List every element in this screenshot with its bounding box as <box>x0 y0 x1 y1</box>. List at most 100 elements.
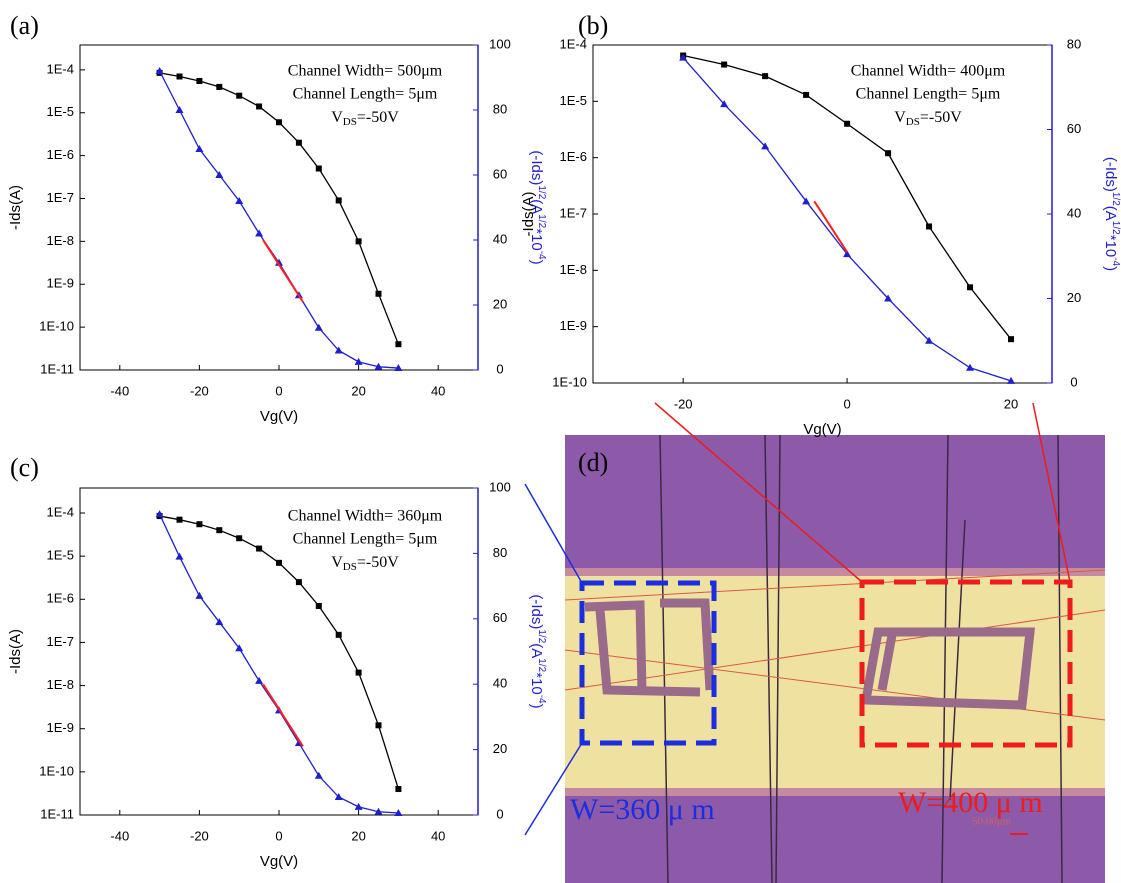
subscript: DS <box>343 561 357 573</box>
marker <box>315 602 322 609</box>
blue-dashed-box <box>579 580 717 746</box>
chart: -20 0 20 1E-10 1E-9 1E-8 1E-7 1E-6 1E-5 1E-4 0 20 40… <box>520 11 1121 438</box>
marker <box>395 786 402 793</box>
y-tick-label: 1E-9 <box>47 276 74 291</box>
annotation-part: =-50V <box>920 109 962 126</box>
marker <box>334 793 343 801</box>
label-part: (-Ids) <box>1102 157 1119 192</box>
y-tick-label: 1E-8 <box>47 677 74 692</box>
y-tick-label: 1E-11 <box>40 806 74 821</box>
marker <box>802 197 811 205</box>
label-part: ) <box>528 260 545 265</box>
x-tick-label: 20 <box>351 828 365 843</box>
y-tick-label: 1E-8 <box>560 262 587 277</box>
panel-label: (c) <box>10 453 39 482</box>
y-tick-label: 1E-5 <box>47 548 74 563</box>
y2-tick-label: 80 <box>493 101 507 116</box>
y-tick-label: 1E-4 <box>560 36 587 51</box>
marker <box>255 229 264 237</box>
marker <box>884 294 893 302</box>
x-axis-label: Vg(V) <box>260 408 298 425</box>
marker <box>195 591 204 599</box>
x-axis-label: Vg(V) <box>260 853 298 870</box>
label-part: ) <box>1102 266 1119 271</box>
superscript: 1/2 <box>536 185 547 199</box>
marker <box>374 362 383 370</box>
marker <box>1007 376 1016 384</box>
marker <box>375 290 382 297</box>
marker <box>175 552 184 560</box>
y2-tick-label: 20 <box>493 296 507 311</box>
x-axis-label: Vg(V) <box>803 421 841 438</box>
marker <box>394 364 403 372</box>
y2-axis-label: (-Ids)1/2(A1/2*10-4) <box>528 150 547 264</box>
y2-tick-label: 100 <box>489 479 511 494</box>
marker <box>215 171 224 178</box>
x-tick-label: 20 <box>351 383 365 398</box>
photo-panel: (d) W=360 μ m W=400 μ m 50.00μm <box>564 434 1106 883</box>
series-line <box>262 683 304 747</box>
photo-edge <box>565 788 1105 796</box>
y-axis-label: -Ids(A) <box>7 185 24 230</box>
label-part: (A <box>1102 206 1119 221</box>
y2-tick-label: 60 <box>1067 121 1081 136</box>
x-tick-label: 40 <box>431 828 445 843</box>
annotation: VDS=-50V <box>331 554 399 573</box>
y-tick-label: 1E-7 <box>560 205 587 220</box>
marker <box>176 73 183 80</box>
y2-tick-label: 80 <box>493 545 507 560</box>
annotation: Channel Length= 5μm <box>293 531 438 548</box>
width-label: W=360 μ m <box>570 793 715 826</box>
marker <box>761 142 770 150</box>
series-line <box>262 239 304 303</box>
annotation-part: =-50V <box>357 554 399 571</box>
marker <box>803 91 810 98</box>
annotation-part: V <box>331 109 343 126</box>
subscript: DS <box>906 116 920 128</box>
label-part: (-Ids) <box>528 594 545 629</box>
annotation-part: =-50V <box>357 109 399 126</box>
marker <box>236 92 243 99</box>
y2-tick-label: 60 <box>493 166 507 181</box>
label-part: (-Ids) <box>528 150 545 185</box>
marker <box>395 341 402 348</box>
marker <box>196 521 203 528</box>
marker <box>235 197 244 204</box>
marker <box>276 559 282 566</box>
marker <box>334 346 343 354</box>
marker <box>235 644 244 652</box>
marker <box>335 197 342 204</box>
marker <box>354 357 363 365</box>
label-part: (A <box>528 643 545 658</box>
marker <box>966 363 975 371</box>
marker <box>721 61 728 68</box>
marker <box>295 139 302 146</box>
y-tick-label: 1E-9 <box>47 720 74 735</box>
x-tick-label: -20 <box>190 828 209 843</box>
x-tick-label: -40 <box>110 383 129 398</box>
y-tick-label: 1E-10 <box>39 763 74 778</box>
series-line <box>813 200 848 253</box>
panel-label: (b) <box>578 11 608 40</box>
y2-tick-label: 40 <box>493 231 507 246</box>
panel-label: (a) <box>10 11 39 40</box>
label-part: (A <box>528 199 545 214</box>
annotation-part: V <box>894 109 906 126</box>
marker <box>315 165 322 172</box>
annotation: Channel Length= 5μm <box>856 86 1001 103</box>
marker <box>679 53 688 61</box>
marker <box>314 771 323 779</box>
y2-tick-label: 40 <box>493 676 507 691</box>
marker <box>1008 336 1015 343</box>
marker <box>394 809 403 817</box>
annotation: Channel Width= 400μm <box>851 63 1006 80</box>
connectors <box>524 402 1071 836</box>
marker <box>355 238 362 245</box>
marker <box>275 258 283 266</box>
superscript: -4 <box>536 695 547 704</box>
y-tick-label: 1E-10 <box>552 374 587 389</box>
y2-tick-label: 100 <box>489 36 511 51</box>
y2-tick-label: 40 <box>1067 205 1081 220</box>
marker <box>256 545 263 552</box>
